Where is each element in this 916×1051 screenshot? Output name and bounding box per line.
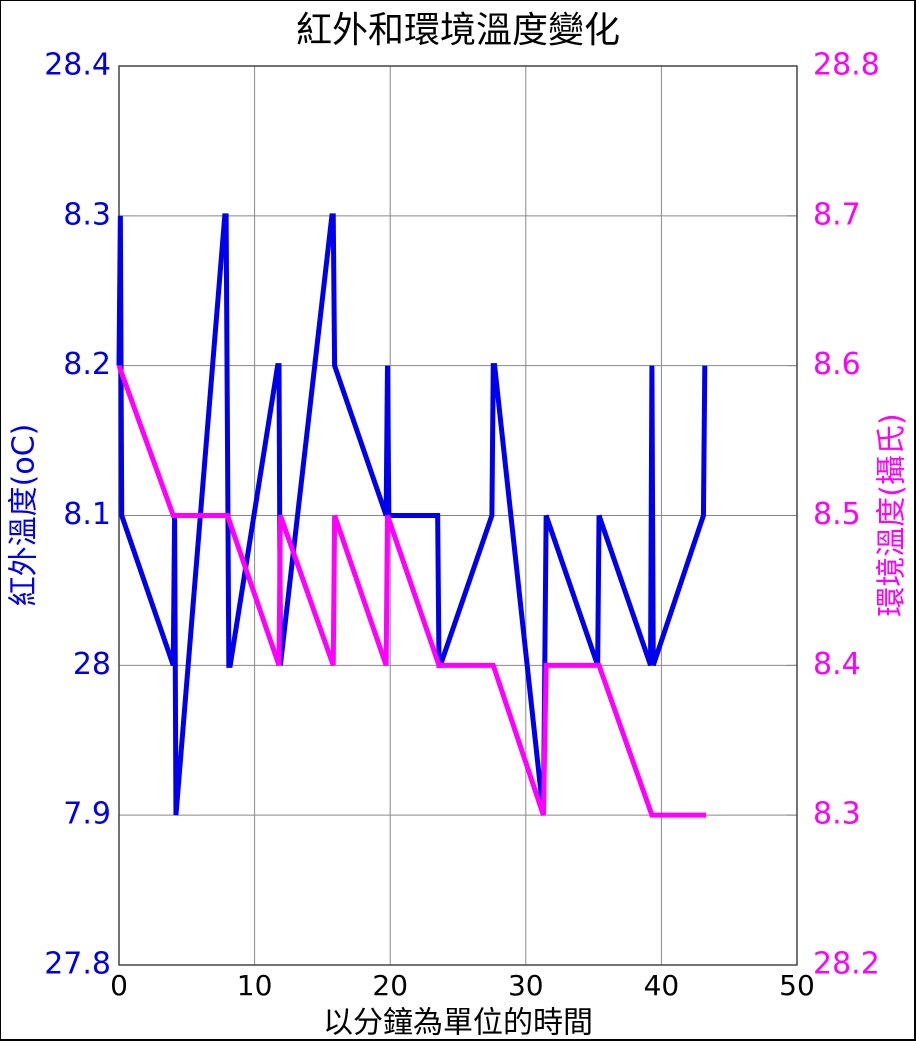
y2-tick-label: 8.6 — [813, 347, 861, 382]
y-axis-label: 紅外溫度(oC) — [7, 424, 42, 607]
y2-tick-label: 8.5 — [813, 497, 861, 532]
y2-tick-label: 8.3 — [813, 797, 861, 832]
plot-frame — [118, 65, 798, 966]
y2-tick-label: 28.2 — [813, 947, 880, 982]
y2-tick-label: 8.4 — [813, 647, 861, 682]
chart-title: 紅外和環境溫度變化 — [296, 10, 620, 51]
y-tick-label: 8.3 — [63, 197, 111, 232]
y-tick-label: 8.1 — [63, 497, 111, 532]
y-tick-label: 8.2 — [63, 347, 111, 382]
x-tick-label: 40 — [644, 969, 680, 1002]
y-tick-label: 27.8 — [44, 947, 111, 982]
y2-axis-label: 環境溫度(攝氏) — [875, 413, 910, 616]
y2-tick-label: 28.8 — [813, 48, 880, 83]
x-tick-label: 0 — [110, 969, 128, 1002]
x-axis-label: 以分鐘為單位的時間 — [323, 1006, 593, 1041]
y-tick-label: 28.4 — [44, 48, 111, 83]
x-tick-label: 10 — [237, 969, 273, 1002]
y-tick-label: 28 — [73, 647, 111, 682]
x-tick-label: 30 — [508, 969, 544, 1002]
series-line — [116, 364, 707, 818]
y-tick-label: 7.9 — [63, 797, 111, 832]
y2-tick-label: 8.7 — [813, 197, 861, 232]
x-tick-label: 20 — [372, 969, 408, 1002]
x-tick-label: 50 — [779, 969, 815, 1002]
